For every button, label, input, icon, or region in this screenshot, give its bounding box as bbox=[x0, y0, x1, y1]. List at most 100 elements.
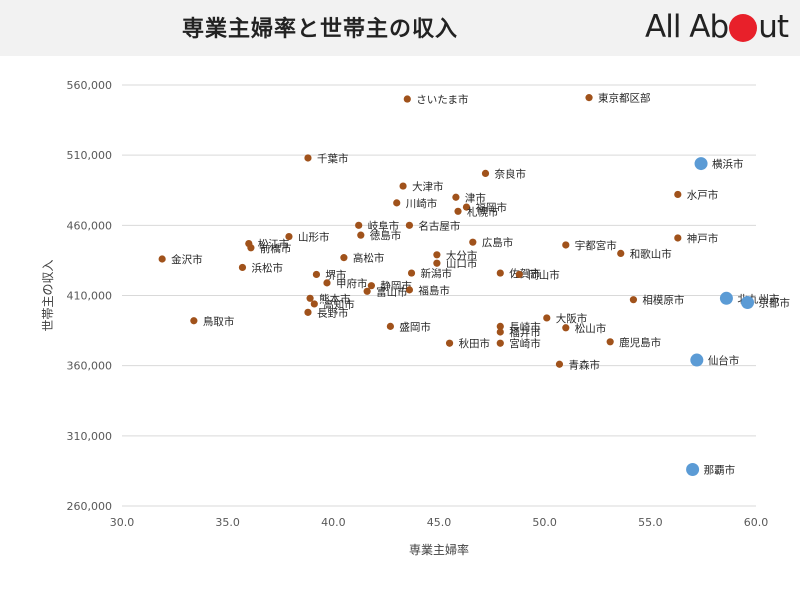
point-label: 岐阜市 bbox=[368, 219, 400, 232]
data-point bbox=[433, 251, 441, 259]
point-label: 名古屋市 bbox=[418, 219, 460, 232]
x-tick-label: 40.0 bbox=[321, 516, 346, 529]
point-label: 東京都区部 bbox=[598, 92, 651, 105]
data-point bbox=[323, 279, 331, 287]
x-tick-label: 30.0 bbox=[110, 516, 135, 529]
point-label: 鹿児島市 bbox=[619, 336, 661, 349]
point-label: 青森市 bbox=[568, 358, 600, 371]
x-tick-label: 60.0 bbox=[744, 516, 769, 529]
point-label: 広島市 bbox=[482, 236, 514, 249]
data-point bbox=[562, 241, 570, 249]
data-point bbox=[629, 296, 638, 304]
data-point bbox=[469, 238, 477, 246]
data-point bbox=[674, 190, 682, 199]
scatter-chart: 260,000 310,000 360,000 410,000 460,000 510,0… bbox=[41, 79, 791, 557]
point-label: 大阪市 bbox=[556, 312, 588, 325]
logo-text-part2: ut bbox=[758, 9, 789, 45]
data-point bbox=[386, 322, 394, 330]
point-label: 福島市 bbox=[418, 284, 450, 297]
point-label: 前橋市 bbox=[260, 242, 292, 255]
point-label: 千葉市 bbox=[317, 152, 349, 165]
point-label: 鳥取市 bbox=[203, 315, 235, 328]
point-label: 山形市 bbox=[298, 231, 330, 244]
data-point bbox=[452, 193, 460, 201]
point-label: 那覇市 bbox=[704, 464, 736, 477]
data-point bbox=[674, 234, 682, 242]
point-label: 奈良市 bbox=[494, 167, 526, 180]
data-point bbox=[454, 207, 462, 215]
highlight-point bbox=[690, 353, 704, 367]
point-label: 長野市 bbox=[317, 306, 349, 319]
y-tick-label: 310,000 bbox=[67, 430, 113, 443]
data-point bbox=[304, 308, 312, 316]
data-point bbox=[496, 269, 504, 277]
point-label: 徳島市 bbox=[370, 229, 402, 242]
data-point bbox=[310, 300, 318, 308]
point-label: 神戸市 bbox=[687, 232, 719, 245]
point-label: 大津市 bbox=[412, 180, 444, 193]
point-label: 相模原市 bbox=[642, 294, 684, 307]
point-label: 富山市 bbox=[376, 285, 408, 298]
data-point bbox=[606, 338, 614, 346]
data-point bbox=[445, 339, 454, 347]
data-point bbox=[617, 249, 625, 257]
point-label: 金沢市 bbox=[171, 253, 203, 266]
data-point bbox=[562, 324, 570, 332]
x-tick-label: 50.0 bbox=[532, 516, 557, 529]
data-point bbox=[496, 328, 504, 336]
point-label: 水戸市 bbox=[687, 188, 719, 201]
y-axis-title: 世帯主の収入 bbox=[41, 259, 55, 331]
data-point bbox=[407, 269, 416, 277]
point-label: 長崎市 bbox=[509, 320, 540, 333]
highlight-point bbox=[694, 157, 708, 171]
point-label: 浜松市 bbox=[251, 261, 283, 274]
point-label: 高松市 bbox=[353, 252, 385, 265]
point-label: 仙台市 bbox=[708, 354, 740, 367]
point-label: 堺市 bbox=[325, 268, 346, 281]
point-label: 静岡市 bbox=[380, 280, 412, 293]
data-point bbox=[238, 263, 247, 272]
data-point bbox=[543, 314, 551, 322]
point-label: 岡山市 bbox=[528, 268, 560, 281]
x-axis-title: 専業主婦率 bbox=[409, 542, 469, 557]
point-label: 札幌市 bbox=[467, 205, 499, 218]
data-point bbox=[247, 244, 255, 252]
point-label: 甲府市 bbox=[336, 277, 368, 290]
point-label: 横浜市 bbox=[712, 158, 744, 171]
logo-red-dot bbox=[729, 14, 758, 42]
data-point bbox=[190, 317, 198, 325]
data-point bbox=[462, 203, 471, 211]
y-tick-label: 560,000 bbox=[67, 79, 113, 92]
allabout-logo: All Ab ut bbox=[645, 8, 789, 46]
data-point bbox=[363, 287, 371, 295]
data-point bbox=[340, 254, 348, 262]
chart-title: 専業主婦率と世帯主の収入 bbox=[181, 17, 458, 42]
y-tick-label: 260,000 bbox=[67, 500, 113, 513]
data-point bbox=[481, 169, 490, 178]
highlight-point bbox=[686, 463, 700, 477]
point-label: 熊本市 bbox=[319, 292, 351, 305]
highlight-point bbox=[741, 296, 755, 310]
point-label: 福井市 bbox=[509, 326, 540, 339]
point-label: 宇都宮市 bbox=[575, 239, 617, 252]
logo-text-part1: All Ab bbox=[645, 9, 729, 45]
data-point bbox=[357, 231, 365, 239]
y-tick-label: 460,000 bbox=[67, 219, 113, 232]
data-point bbox=[585, 94, 593, 102]
data-point bbox=[405, 221, 414, 229]
data-point bbox=[433, 259, 441, 267]
data-point bbox=[285, 232, 293, 241]
point-label: 高知市 bbox=[323, 298, 355, 311]
data-point bbox=[515, 270, 523, 279]
x-tick-label: 45.0 bbox=[427, 516, 452, 529]
data-point bbox=[496, 322, 504, 330]
point-label: 松山市 bbox=[575, 322, 607, 335]
point-label: 山口市 bbox=[446, 257, 478, 270]
point-label: 京都市 bbox=[759, 297, 791, 310]
highlight-point bbox=[719, 291, 733, 305]
point-label: 松江市 bbox=[258, 238, 290, 251]
y-tick-label: 360,000 bbox=[67, 360, 113, 373]
point-label: 盛岡市 bbox=[399, 320, 431, 333]
data-point bbox=[367, 282, 375, 290]
data-point bbox=[306, 294, 314, 302]
